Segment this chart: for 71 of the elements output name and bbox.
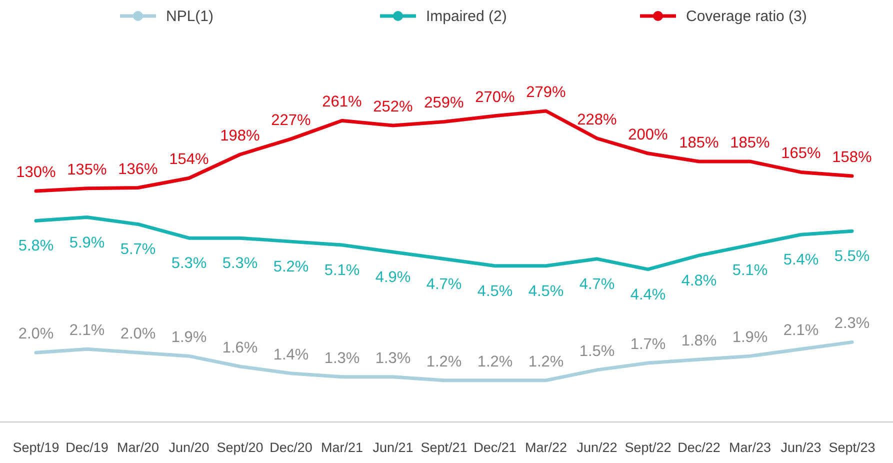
data-label: 5.8% — [18, 238, 54, 255]
x-tick-label: Dec/22 — [678, 440, 720, 455]
data-label: 1.5% — [579, 342, 615, 360]
data-label: 5.9% — [69, 234, 105, 252]
data-label: 1.2% — [477, 353, 513, 370]
data-label: 1.2% — [426, 353, 462, 370]
data-label: 4.8% — [681, 272, 717, 290]
data-label: 4.7% — [426, 276, 462, 293]
data-label: 185% — [730, 134, 770, 152]
data-label: 1.6% — [222, 339, 258, 356]
data-label: 5.2% — [273, 258, 309, 276]
data-label: 185% — [679, 134, 720, 152]
data-label: 279% — [526, 84, 566, 101]
data-label: 5.3% — [171, 255, 207, 272]
data-label: 1.3% — [375, 350, 411, 367]
data-label: 4.9% — [375, 268, 411, 286]
data-label: 165% — [781, 145, 822, 162]
data-label: 228% — [577, 111, 618, 128]
data-label: 5.1% — [732, 262, 768, 280]
data-label: 5.1% — [324, 262, 360, 280]
data-label: 1.2% — [528, 353, 564, 370]
data-label: 1.4% — [273, 346, 309, 364]
data-label: 154% — [169, 151, 210, 168]
data-label: 4.7% — [579, 276, 615, 293]
x-tick-label: Jun/20 — [168, 440, 210, 455]
x-tick-label: Sept/19 — [12, 440, 60, 455]
data-label: 227% — [271, 112, 312, 129]
data-label: 5.4% — [783, 252, 819, 269]
data-label: 1.9% — [732, 329, 768, 346]
x-tick-label: Sept/22 — [624, 440, 672, 455]
data-label: 5.3% — [222, 255, 258, 272]
data-label: 4.4% — [630, 286, 666, 304]
data-label: 270% — [475, 88, 516, 106]
x-tick-label: Dec/19 — [66, 440, 108, 455]
x-tick-label: Sept/20 — [216, 440, 264, 455]
x-tick-label: Dec/21 — [474, 440, 516, 455]
data-label: 261% — [322, 94, 362, 111]
data-label: 4.5% — [477, 282, 513, 300]
x-tick-label: Jun/22 — [576, 440, 618, 455]
data-label: 1.3% — [324, 350, 360, 367]
data-label: 2.1% — [69, 322, 105, 340]
data-label: 198% — [220, 127, 260, 144]
x-tick-label: Jun/23 — [780, 440, 822, 455]
data-label: 136% — [118, 160, 158, 178]
legend-label: Coverage ratio (3) — [686, 8, 807, 25]
data-label: 259% — [424, 94, 464, 112]
x-tick-label: Mar/21 — [320, 440, 364, 455]
x-tick-label: Sept/23 — [828, 440, 876, 455]
data-label: 2.3% — [834, 315, 870, 332]
data-label: 4.5% — [528, 282, 564, 300]
data-label: 5.7% — [120, 241, 156, 258]
x-tick-label: Mar/22 — [524, 440, 568, 455]
data-label: 1.9% — [171, 329, 207, 346]
x-tick-label: Mar/20 — [116, 440, 160, 455]
x-tick-label: Mar/23 — [728, 440, 772, 455]
x-tick-label: Jun/21 — [372, 440, 414, 455]
data-label: 1.7% — [630, 336, 666, 354]
data-label: 2.0% — [120, 326, 156, 343]
data-label: 158% — [832, 148, 872, 166]
data-label: 2.1% — [783, 322, 819, 340]
data-label: 130% — [16, 164, 56, 181]
data-label: 1.8% — [681, 332, 717, 350]
data-label: 135% — [67, 161, 108, 178]
data-label: 5.5% — [834, 248, 870, 266]
x-tick-label: Dec/20 — [270, 440, 312, 455]
data-label: 252% — [373, 98, 414, 116]
data-label: 200% — [628, 126, 668, 144]
legend-label: Impaired (2) — [426, 8, 507, 25]
data-label: 2.0% — [18, 326, 54, 343]
x-tick-label: Sept/21 — [420, 440, 468, 455]
legend-label: NPL(1) — [166, 8, 214, 25]
